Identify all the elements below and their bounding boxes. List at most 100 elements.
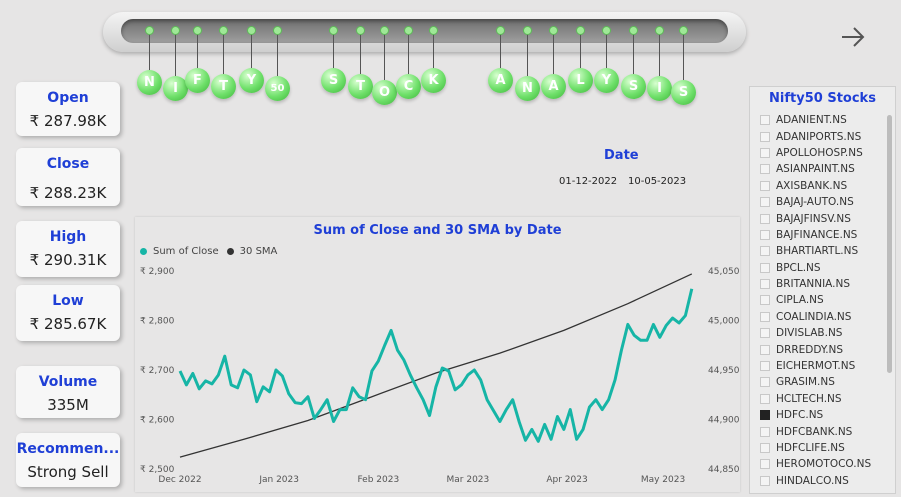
checkbox[interactable] (760, 197, 770, 208)
kpi-label: High (49, 229, 87, 245)
stock-list-item[interactable]: DRREDDY.NS (750, 341, 895, 357)
banner-letter-ball: N (515, 76, 540, 101)
kpi-value: Strong Sell (27, 463, 109, 481)
stock-list-item[interactable]: BPCL.NS (750, 260, 895, 276)
stock-label: GRASIM.NS (776, 376, 835, 389)
stock-list-item[interactable]: BAJAJ-AUTO.NS (750, 194, 895, 210)
y-left-tick-label: ₹ 2,800 (140, 317, 175, 327)
stock-list-item[interactable]: HDFC.NS (750, 407, 895, 423)
banner-string (223, 30, 224, 74)
stock-list-item[interactable]: BAJFINANCE.NS (750, 227, 895, 243)
checkbox[interactable] (760, 180, 770, 191)
stock-label: BRITANNIA.NS (776, 278, 851, 291)
kpi-value: ₹ 287.98K (29, 112, 107, 130)
banner-string (384, 30, 385, 80)
stock-list-item[interactable]: HEROMOTOCO.NS (750, 456, 895, 472)
banner-knob (404, 26, 413, 35)
checkbox[interactable] (760, 361, 770, 372)
stock-label: DRREDDY.NS (776, 343, 844, 356)
banner-letter-ball: L (568, 68, 593, 93)
stock-label: BAJAJ-AUTO.NS (776, 196, 854, 209)
checkbox[interactable] (760, 410, 770, 421)
x-tick-label: Feb 2023 (357, 475, 399, 485)
checkbox[interactable] (760, 213, 770, 224)
checkbox[interactable] (760, 426, 770, 437)
checkbox[interactable] (760, 311, 770, 322)
legend-label-sma: 30 SMA (239, 246, 278, 257)
stock-list-item[interactable]: ADANIPORTS.NS (750, 128, 895, 144)
checkbox[interactable] (760, 115, 770, 126)
checkbox[interactable] (760, 377, 770, 388)
banner-knob (602, 26, 611, 35)
banner-knob (145, 26, 154, 35)
banner-letter-ball: S (671, 80, 696, 105)
stock-label: CIPLA.NS (776, 294, 824, 307)
stock-list-item[interactable]: HINDALCO.NS (750, 473, 895, 489)
y-right-tick-label: 45,000 (708, 317, 740, 327)
stock-list-item[interactable]: BHARTIARTL.NS (750, 243, 895, 259)
y-right-tick-label: 44,850 (708, 465, 740, 475)
kpi-card-low: Low ₹ 285.67K (16, 285, 120, 341)
banner-letter-ball: T (348, 74, 373, 99)
stock-list-item[interactable]: HDFCLIFE.NS (750, 440, 895, 456)
checkbox[interactable] (760, 295, 770, 306)
checkbox[interactable] (760, 131, 770, 142)
x-tick-label: Jan 2023 (258, 475, 299, 485)
checkbox[interactable] (760, 279, 770, 290)
checkbox[interactable] (760, 229, 770, 240)
stock-list-item[interactable]: BRITANNIA.NS (750, 276, 895, 292)
stock-list-item[interactable]: EICHERMOT.NS (750, 358, 895, 374)
stock-label: BHARTIARTL.NS (776, 245, 859, 258)
banner-string (580, 30, 581, 68)
banner-letter-ball: F (185, 68, 210, 93)
stock-label: BAJFINANCE.NS (776, 228, 858, 241)
date-end-input[interactable]: 10-05-2023 (628, 176, 687, 187)
checkbox[interactable] (760, 475, 770, 486)
checkbox[interactable] (760, 393, 770, 404)
date-start-input[interactable]: 01-12-2022 (559, 176, 618, 187)
stock-list-item[interactable]: HDFCBANK.NS (750, 423, 895, 439)
banner-letter-ball: A (488, 68, 513, 93)
banner-string (251, 30, 252, 68)
kpi-card-volume: Volume 335M (16, 366, 120, 418)
x-tick-label: Dec 2022 (158, 475, 201, 485)
checkbox[interactable] (760, 147, 770, 158)
stock-label: ADANIPORTS.NS (776, 130, 862, 143)
stock-list-item[interactable]: AXISBANK.NS (750, 178, 895, 194)
stock-list-item[interactable]: ADANIENT.NS (750, 112, 895, 128)
kpi-value: ₹ 288.23K (29, 184, 107, 202)
legend-label-close: Sum of Close (153, 246, 219, 257)
stocks-scrollbar[interactable] (887, 115, 892, 373)
arrow-right-icon[interactable] (838, 22, 868, 52)
checkbox[interactable] (760, 328, 770, 339)
checkbox[interactable] (760, 262, 770, 273)
y-left-tick-label: ₹ 2,500 (140, 465, 175, 475)
banner-knob (629, 26, 638, 35)
stock-list-item[interactable]: ASIANPAINT.NS (750, 161, 895, 177)
stock-list-item[interactable]: HCLTECH.NS (750, 391, 895, 407)
stock-label: HINDALCO.NS (776, 474, 849, 487)
banner-string (606, 30, 607, 68)
banner-string (175, 30, 176, 76)
checkbox[interactable] (760, 164, 770, 175)
stock-label: DIVISLAB.NS (776, 327, 843, 340)
stock-list-item[interactable]: DIVISLAB.NS (750, 325, 895, 341)
stock-label: HDFCLIFE.NS (776, 442, 845, 454)
checkbox[interactable] (760, 459, 770, 470)
banner-string (149, 30, 150, 70)
stock-list-item[interactable]: GRASIM.NS (750, 374, 895, 390)
y-right-tick-label: 44,950 (708, 366, 740, 376)
banner-knob (380, 26, 389, 35)
banner-string (683, 30, 684, 80)
stock-list-item[interactable]: APOLLOHOSP.NS (750, 145, 895, 161)
checkbox[interactable] (760, 344, 770, 355)
stock-label: HDFCBANK.NS (776, 425, 853, 438)
banner-string (527, 30, 528, 76)
banner-letter-ball: C (396, 74, 421, 99)
stock-list-item[interactable]: BAJAJFINSV.NS (750, 210, 895, 226)
checkbox[interactable] (760, 246, 770, 257)
checkbox[interactable] (760, 443, 770, 453)
kpi-card-recommendation: Recommen... Strong Sell (16, 433, 120, 487)
stock-list-item[interactable]: CIPLA.NS (750, 292, 895, 308)
stock-list-item[interactable]: COALINDIA.NS (750, 309, 895, 325)
